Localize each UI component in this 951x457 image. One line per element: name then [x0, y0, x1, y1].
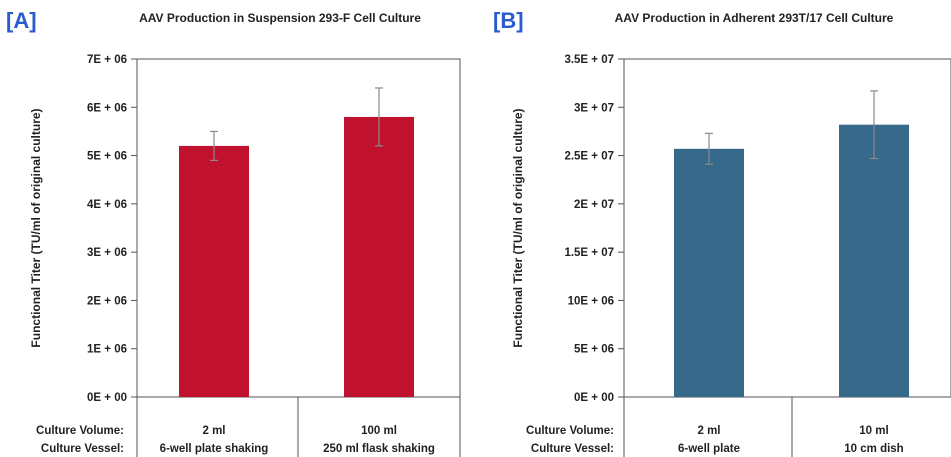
y-tick-label: 3E + 06	[87, 247, 127, 259]
bar	[839, 124, 909, 397]
y-tick-label: 2.5E + 07	[564, 151, 614, 163]
y-tick-label: 5E + 06	[574, 344, 614, 356]
row-label-vessel: Culture Vessel:	[531, 443, 614, 455]
category-volume-label: 2 ml	[697, 425, 720, 437]
chart-title: AAV Production in Adherent 293T/17 Cell …	[615, 11, 894, 25]
bar	[674, 148, 744, 397]
y-tick-label: 4E + 06	[87, 199, 127, 211]
y-tick-label: 1.5E + 07	[564, 247, 614, 259]
y-tick-label: 2E + 07	[574, 199, 614, 211]
category-vessel-label: 10 cm dish	[844, 443, 903, 455]
row-label-volume: Culture Volume:	[526, 425, 614, 437]
panel-label: [A]	[6, 8, 37, 33]
category-vessel-label: 6-well plate	[678, 443, 740, 455]
category-vessel-label: 6-well plate shaking	[160, 443, 269, 455]
category-volume-label: 100 ml	[361, 425, 397, 437]
y-tick-label: 0E + 00	[574, 392, 614, 404]
row-label-vessel: Culture Vessel:	[41, 443, 124, 455]
category-vessel-label: 250 ml flask shaking	[323, 443, 435, 455]
bar	[344, 116, 414, 397]
plot-frame	[623, 58, 951, 398]
y-tick-label: 6E + 06	[87, 102, 127, 114]
y-tick-label: 3.5E + 07	[564, 54, 614, 66]
y-tick-label: 1E + 06	[87, 344, 127, 356]
panel-a: [A] AAV Production in Suspension 293-F Ce…	[6, 8, 461, 457]
y-tick-label: 3E + 07	[574, 102, 614, 114]
y-tick-label: 5E + 06	[87, 151, 127, 163]
y-tick-label: 0E + 00	[87, 392, 127, 404]
y-tick-label: 7E + 06	[87, 54, 127, 66]
y-tick-label: 2E + 06	[87, 295, 127, 307]
bar	[179, 145, 249, 397]
row-label-volume: Culture Volume:	[36, 425, 124, 437]
y-axis-title: Functional Titer (TU/ml of original cult…	[511, 108, 525, 347]
category-volume-label: 10 ml	[859, 425, 888, 437]
chart-title: AAV Production in Suspension 293-F Cell …	[139, 11, 421, 25]
panel-b: [B] AAV Production in Adherent 293T/17 Ce…	[493, 8, 951, 457]
category-volume-label: 2 ml	[202, 425, 225, 437]
y-tick-label: 10E + 06	[568, 295, 614, 307]
panel-label: [B]	[493, 8, 524, 33]
y-axis-title: Functional Titer (TU/ml of original cult…	[29, 108, 43, 347]
